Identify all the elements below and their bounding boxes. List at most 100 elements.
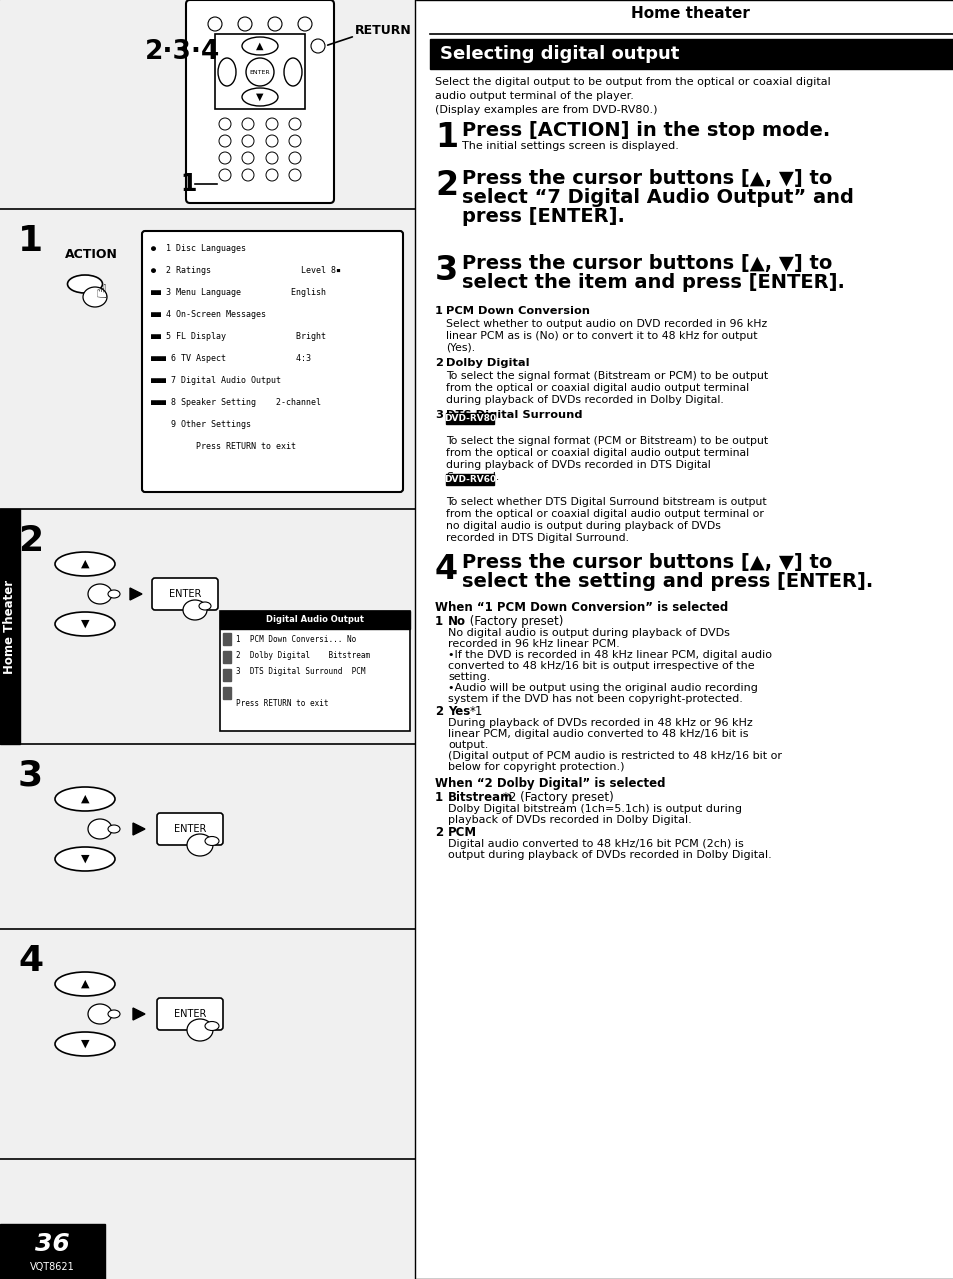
Circle shape (242, 136, 253, 147)
Text: 1: 1 (435, 306, 442, 316)
Text: No: No (448, 615, 465, 628)
Circle shape (266, 136, 277, 147)
Text: ▲: ▲ (256, 41, 263, 51)
Text: recorded in 96 kHz linear PCM.: recorded in 96 kHz linear PCM. (448, 640, 619, 648)
Text: ▼: ▼ (81, 1039, 90, 1049)
Text: 2: 2 (435, 358, 442, 368)
Text: Press RETURN to exit: Press RETURN to exit (235, 700, 328, 709)
Text: *2 (Factory preset): *2 (Factory preset) (502, 790, 613, 804)
Ellipse shape (108, 590, 120, 599)
Text: Selecting digital output: Selecting digital output (439, 45, 679, 63)
Text: 3: 3 (435, 411, 442, 420)
Text: press [ENTER].: press [ENTER]. (461, 207, 624, 226)
Circle shape (237, 17, 252, 31)
Bar (214, 35, 305, 109)
Text: converted to 48 kHz/16 bit is output irrespective of the: converted to 48 kHz/16 bit is output irr… (448, 661, 754, 671)
Bar (446, 475, 494, 485)
Text: 1  PCM Down Conversi... No: 1 PCM Down Conversi... No (235, 634, 355, 645)
Ellipse shape (187, 1019, 213, 1041)
FancyBboxPatch shape (152, 578, 218, 610)
Text: Yes: Yes (448, 705, 470, 718)
Circle shape (289, 152, 301, 164)
Ellipse shape (183, 600, 207, 620)
Text: linear PCM as is (No) or to convert it to 48 kHz for output: linear PCM as is (No) or to convert it t… (446, 331, 757, 341)
FancyBboxPatch shape (157, 998, 223, 1030)
Ellipse shape (55, 972, 115, 996)
Bar (223, 651, 231, 663)
Text: Press RETURN to exit: Press RETURN to exit (151, 443, 295, 451)
Text: (Factory preset): (Factory preset) (465, 615, 563, 628)
Circle shape (242, 118, 253, 130)
Circle shape (208, 17, 222, 31)
Text: Press the cursor buttons [▲, ▼] to: Press the cursor buttons [▲, ▼] to (461, 169, 832, 188)
Text: ■■■ 7 Digital Audio Output: ■■■ 7 Digital Audio Output (151, 376, 281, 385)
Text: (Display examples are from DVD-RV80.): (Display examples are from DVD-RV80.) (435, 105, 657, 115)
Text: setting.: setting. (448, 671, 490, 682)
Text: ■■■ 8 Speaker Setting    2-channel: ■■■ 8 Speaker Setting 2-channel (151, 398, 320, 407)
Text: DTS Digital Surround: DTS Digital Surround (446, 411, 582, 420)
Text: during playback of DVDs recorded in DTS Digital: during playback of DVDs recorded in DTS … (446, 460, 710, 469)
Text: from the optical or coaxial digital audio output terminal or: from the optical or coaxial digital audi… (446, 509, 763, 519)
Ellipse shape (55, 611, 115, 636)
Circle shape (266, 169, 277, 182)
Polygon shape (132, 822, 145, 835)
Text: DVD-RV60: DVD-RV60 (443, 475, 496, 483)
Text: 4: 4 (435, 553, 457, 586)
Text: ENTER: ENTER (173, 1009, 206, 1019)
Text: PCM Down Conversion: PCM Down Conversion (446, 306, 589, 316)
Text: select the setting and press [ENTER].: select the setting and press [ENTER]. (461, 572, 872, 591)
Text: ■■ 3 Menu Language          English: ■■ 3 Menu Language English (151, 288, 326, 297)
Circle shape (219, 118, 231, 130)
Text: Bitstream: Bitstream (448, 790, 513, 804)
Text: during playback of DVDs recorded in Dolby Digital.: during playback of DVDs recorded in Dolb… (446, 395, 723, 405)
Text: Dolby Digital bitstream (1ch=5.1ch) is output during: Dolby Digital bitstream (1ch=5.1ch) is o… (448, 804, 741, 813)
Ellipse shape (55, 847, 115, 871)
Text: Press [ACTION] in the stop mode.: Press [ACTION] in the stop mode. (461, 122, 829, 139)
Text: ■■ 5 FL Display              Bright: ■■ 5 FL Display Bright (151, 333, 326, 341)
Ellipse shape (68, 275, 102, 293)
Text: 3  DTS Digital Surround  PCM: 3 DTS Digital Surround PCM (235, 668, 365, 677)
Circle shape (219, 169, 231, 182)
Ellipse shape (108, 1010, 120, 1018)
Text: ●  2 Ratings                  Level 8▪: ● 2 Ratings Level 8▪ (151, 266, 340, 275)
Text: Select whether to output audio on DVD recorded in 96 kHz: Select whether to output audio on DVD re… (446, 318, 766, 329)
Ellipse shape (199, 602, 211, 610)
Text: 36: 36 (34, 1232, 70, 1256)
Text: ☝: ☝ (96, 284, 108, 303)
Circle shape (268, 17, 282, 31)
Text: ■■■ 6 TV Aspect              4:3: ■■■ 6 TV Aspect 4:3 (151, 354, 311, 363)
Ellipse shape (55, 787, 115, 811)
Text: The initial settings screen is displayed.: The initial settings screen is displayed… (461, 141, 679, 151)
Text: ENTER: ENTER (250, 69, 270, 74)
Circle shape (311, 38, 325, 52)
Bar (0, 509, 20, 744)
Text: ●  1 Disc Languages: ● 1 Disc Languages (151, 244, 246, 253)
Circle shape (219, 136, 231, 147)
Text: PCM: PCM (448, 826, 476, 839)
Text: To select whether DTS Digital Surround bitstream is output: To select whether DTS Digital Surround b… (446, 498, 766, 506)
Text: During playback of DVDs recorded in 48 kHz or 96 kHz: During playback of DVDs recorded in 48 k… (448, 718, 752, 728)
Text: ▼: ▼ (81, 854, 90, 865)
Text: (Yes).: (Yes). (446, 343, 475, 353)
Text: 1: 1 (18, 224, 43, 258)
Text: DVD-RV80: DVD-RV80 (443, 414, 496, 423)
Text: When “2 Dolby Digital” is selected: When “2 Dolby Digital” is selected (435, 778, 665, 790)
Text: •Audio will be output using the original audio recording: •Audio will be output using the original… (448, 683, 757, 693)
Text: Home Theater: Home Theater (4, 579, 16, 674)
Bar (430, 38, 953, 69)
Text: ■■ 4 On-Screen Messages: ■■ 4 On-Screen Messages (151, 310, 266, 318)
Ellipse shape (218, 58, 235, 86)
Text: Select the digital output to be output from the optical or coaxial digital: Select the digital output to be output f… (435, 77, 830, 87)
Circle shape (297, 17, 312, 31)
Text: Press the cursor buttons [▲, ▼] to: Press the cursor buttons [▲, ▼] to (461, 255, 832, 272)
Circle shape (266, 152, 277, 164)
Text: 9 Other Settings: 9 Other Settings (151, 420, 251, 428)
Text: •If the DVD is recorded in 48 kHz linear PCM, digital audio: •If the DVD is recorded in 48 kHz linear… (448, 650, 771, 660)
Text: select the item and press [ENTER].: select the item and press [ENTER]. (461, 272, 844, 292)
Circle shape (289, 118, 301, 130)
Ellipse shape (88, 1004, 112, 1024)
Text: 2: 2 (435, 826, 442, 839)
Text: 3: 3 (435, 255, 457, 286)
Text: ▼: ▼ (81, 619, 90, 629)
Ellipse shape (55, 1032, 115, 1056)
